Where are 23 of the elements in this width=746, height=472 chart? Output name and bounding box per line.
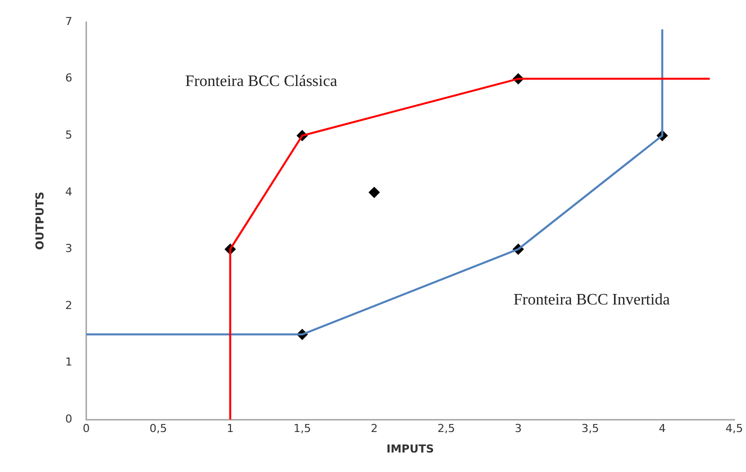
x-tick-label: 4 — [658, 422, 666, 436]
x-tick-label: 4,5 — [726, 422, 744, 436]
y-tick-label: 4 — [65, 185, 72, 198]
y-tick-label: 6 — [65, 72, 72, 85]
x-tick-label: 0 — [82, 422, 90, 436]
text: Fronteira BCC Invertida — [513, 292, 670, 309]
text: Fronteira BCC Clássica — [185, 72, 338, 90]
x-axis-title: IMPUTS — [386, 442, 434, 456]
y-tick-label: 3 — [65, 242, 72, 256]
y-tick-label: 2 — [65, 298, 72, 312]
x-tick-label: 3 — [514, 422, 522, 436]
x-tick-label: 0,5 — [149, 422, 167, 436]
y-axis-title: OUTPUTS — [33, 192, 46, 250]
point — [368, 186, 380, 198]
y-tick-label: 5 — [65, 128, 72, 142]
x-tick-label: 2,5 — [437, 422, 455, 436]
y-tick-label: 7 — [65, 14, 72, 28]
x-tick-label: 1,5 — [293, 422, 311, 436]
x-tick-label: 1 — [226, 422, 234, 436]
y-tick-label: 1 — [65, 356, 72, 369]
x-tick-label: 2 — [370, 422, 378, 436]
y-tick-label: 0 — [65, 412, 72, 426]
x-tick-label: 3,5 — [581, 422, 599, 436]
